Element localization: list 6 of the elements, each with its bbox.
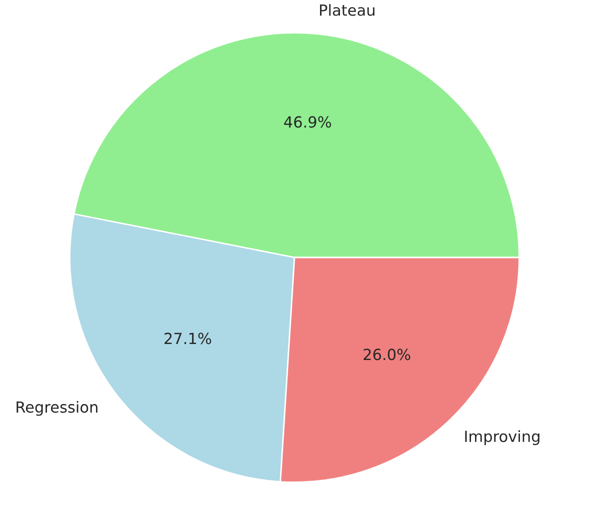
slice-label: Improving [465,430,540,446]
data-label: 27.1% [164,332,212,344]
data-label: 26.0% [364,348,410,360]
slice-label: Regression [16,401,98,416]
data-label: 46.9% [284,116,332,128]
slice-label: Plateau [320,4,374,16]
